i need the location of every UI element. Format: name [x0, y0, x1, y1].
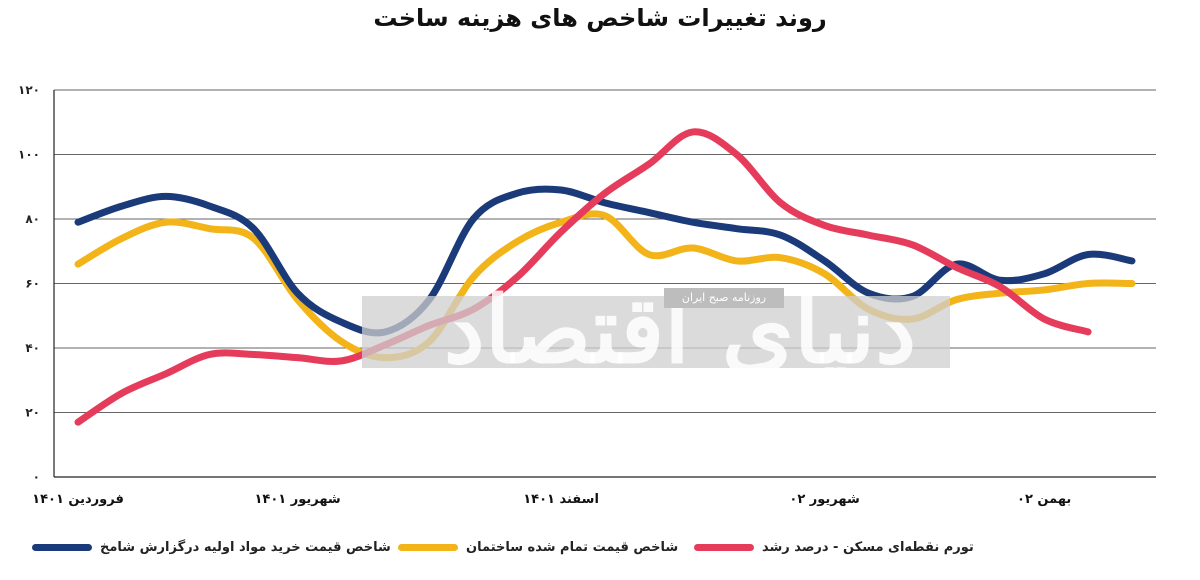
y-tick-label: ۰ [33, 470, 40, 484]
legend-item-yellow: شاخص قیمت تمام شده ساختمان [398, 540, 678, 555]
x-tick-label: شهریور ۰۲ [789, 492, 859, 507]
y-tick-label: ۲۰ [25, 406, 40, 420]
chart-title: روند تغییرات شاخص های هزینه ساخت [373, 4, 827, 32]
legend-label-navy: شاخص قیمت خرید مواد اولیه درگزارش شامخ [100, 540, 391, 555]
x-tick-label: بهمن ۰۲ [1017, 492, 1071, 507]
x-tick-label: شهریور ۱۴۰۱ [254, 492, 340, 507]
series-lines [74, 128, 1136, 426]
legend-item-navy: شاخص قیمت خرید مواد اولیه درگزارش شامخ [32, 540, 391, 555]
line-chart: ۰ ۲۰ ۴۰ ۶۰ ۸۰ ۱۰۰ ۱۲۰ فروردین ۱۴۰۱ شهریور ۱۴۰۱ ا… [18, 83, 1156, 507]
watermark-newspaper-label: روزنامه صبح ایران [664, 288, 784, 308]
legend-swatch-red [694, 544, 754, 551]
watermark-logo-text: دنیای اقتصاد [443, 276, 917, 384]
watermark-band [362, 296, 950, 368]
y-tick-label: ۴۰ [25, 341, 40, 355]
legend-item-red: تورم نقطه‌ای مسکن - درصد رشد [694, 540, 974, 555]
legend: شاخص قیمت خرید مواد اولیه درگزارش شامخ ش… [0, 534, 1200, 570]
x-tick-label: فروردین ۱۴۰۱ [32, 492, 124, 507]
legend-label-yellow: شاخص قیمت تمام شده ساختمان [466, 540, 679, 555]
legend-swatch-navy [32, 544, 92, 551]
y-tick-label: ۱۲۰ [18, 83, 40, 97]
series-line-2 [74, 128, 1092, 426]
y-tick-label: ۶۰ [25, 277, 40, 291]
y-axis: ۰ ۲۰ ۴۰ ۶۰ ۸۰ ۱۰۰ ۱۲۰ [18, 83, 55, 484]
y-tick-label: ۸۰ [25, 212, 40, 226]
series-line-1 [74, 210, 1136, 362]
y-tick-label: ۱۰۰ [18, 148, 40, 162]
x-axis: فروردین ۱۴۰۱ شهریور ۱۴۰۱ اسفند ۱۴۰۱ شهریور … [32, 476, 1156, 507]
x-tick-label: اسفند ۱۴۰۱ [523, 492, 599, 507]
legend-label-red: تورم نقطه‌ای مسکن - درصد رشد [762, 540, 974, 555]
legend-swatch-yellow [398, 544, 458, 551]
